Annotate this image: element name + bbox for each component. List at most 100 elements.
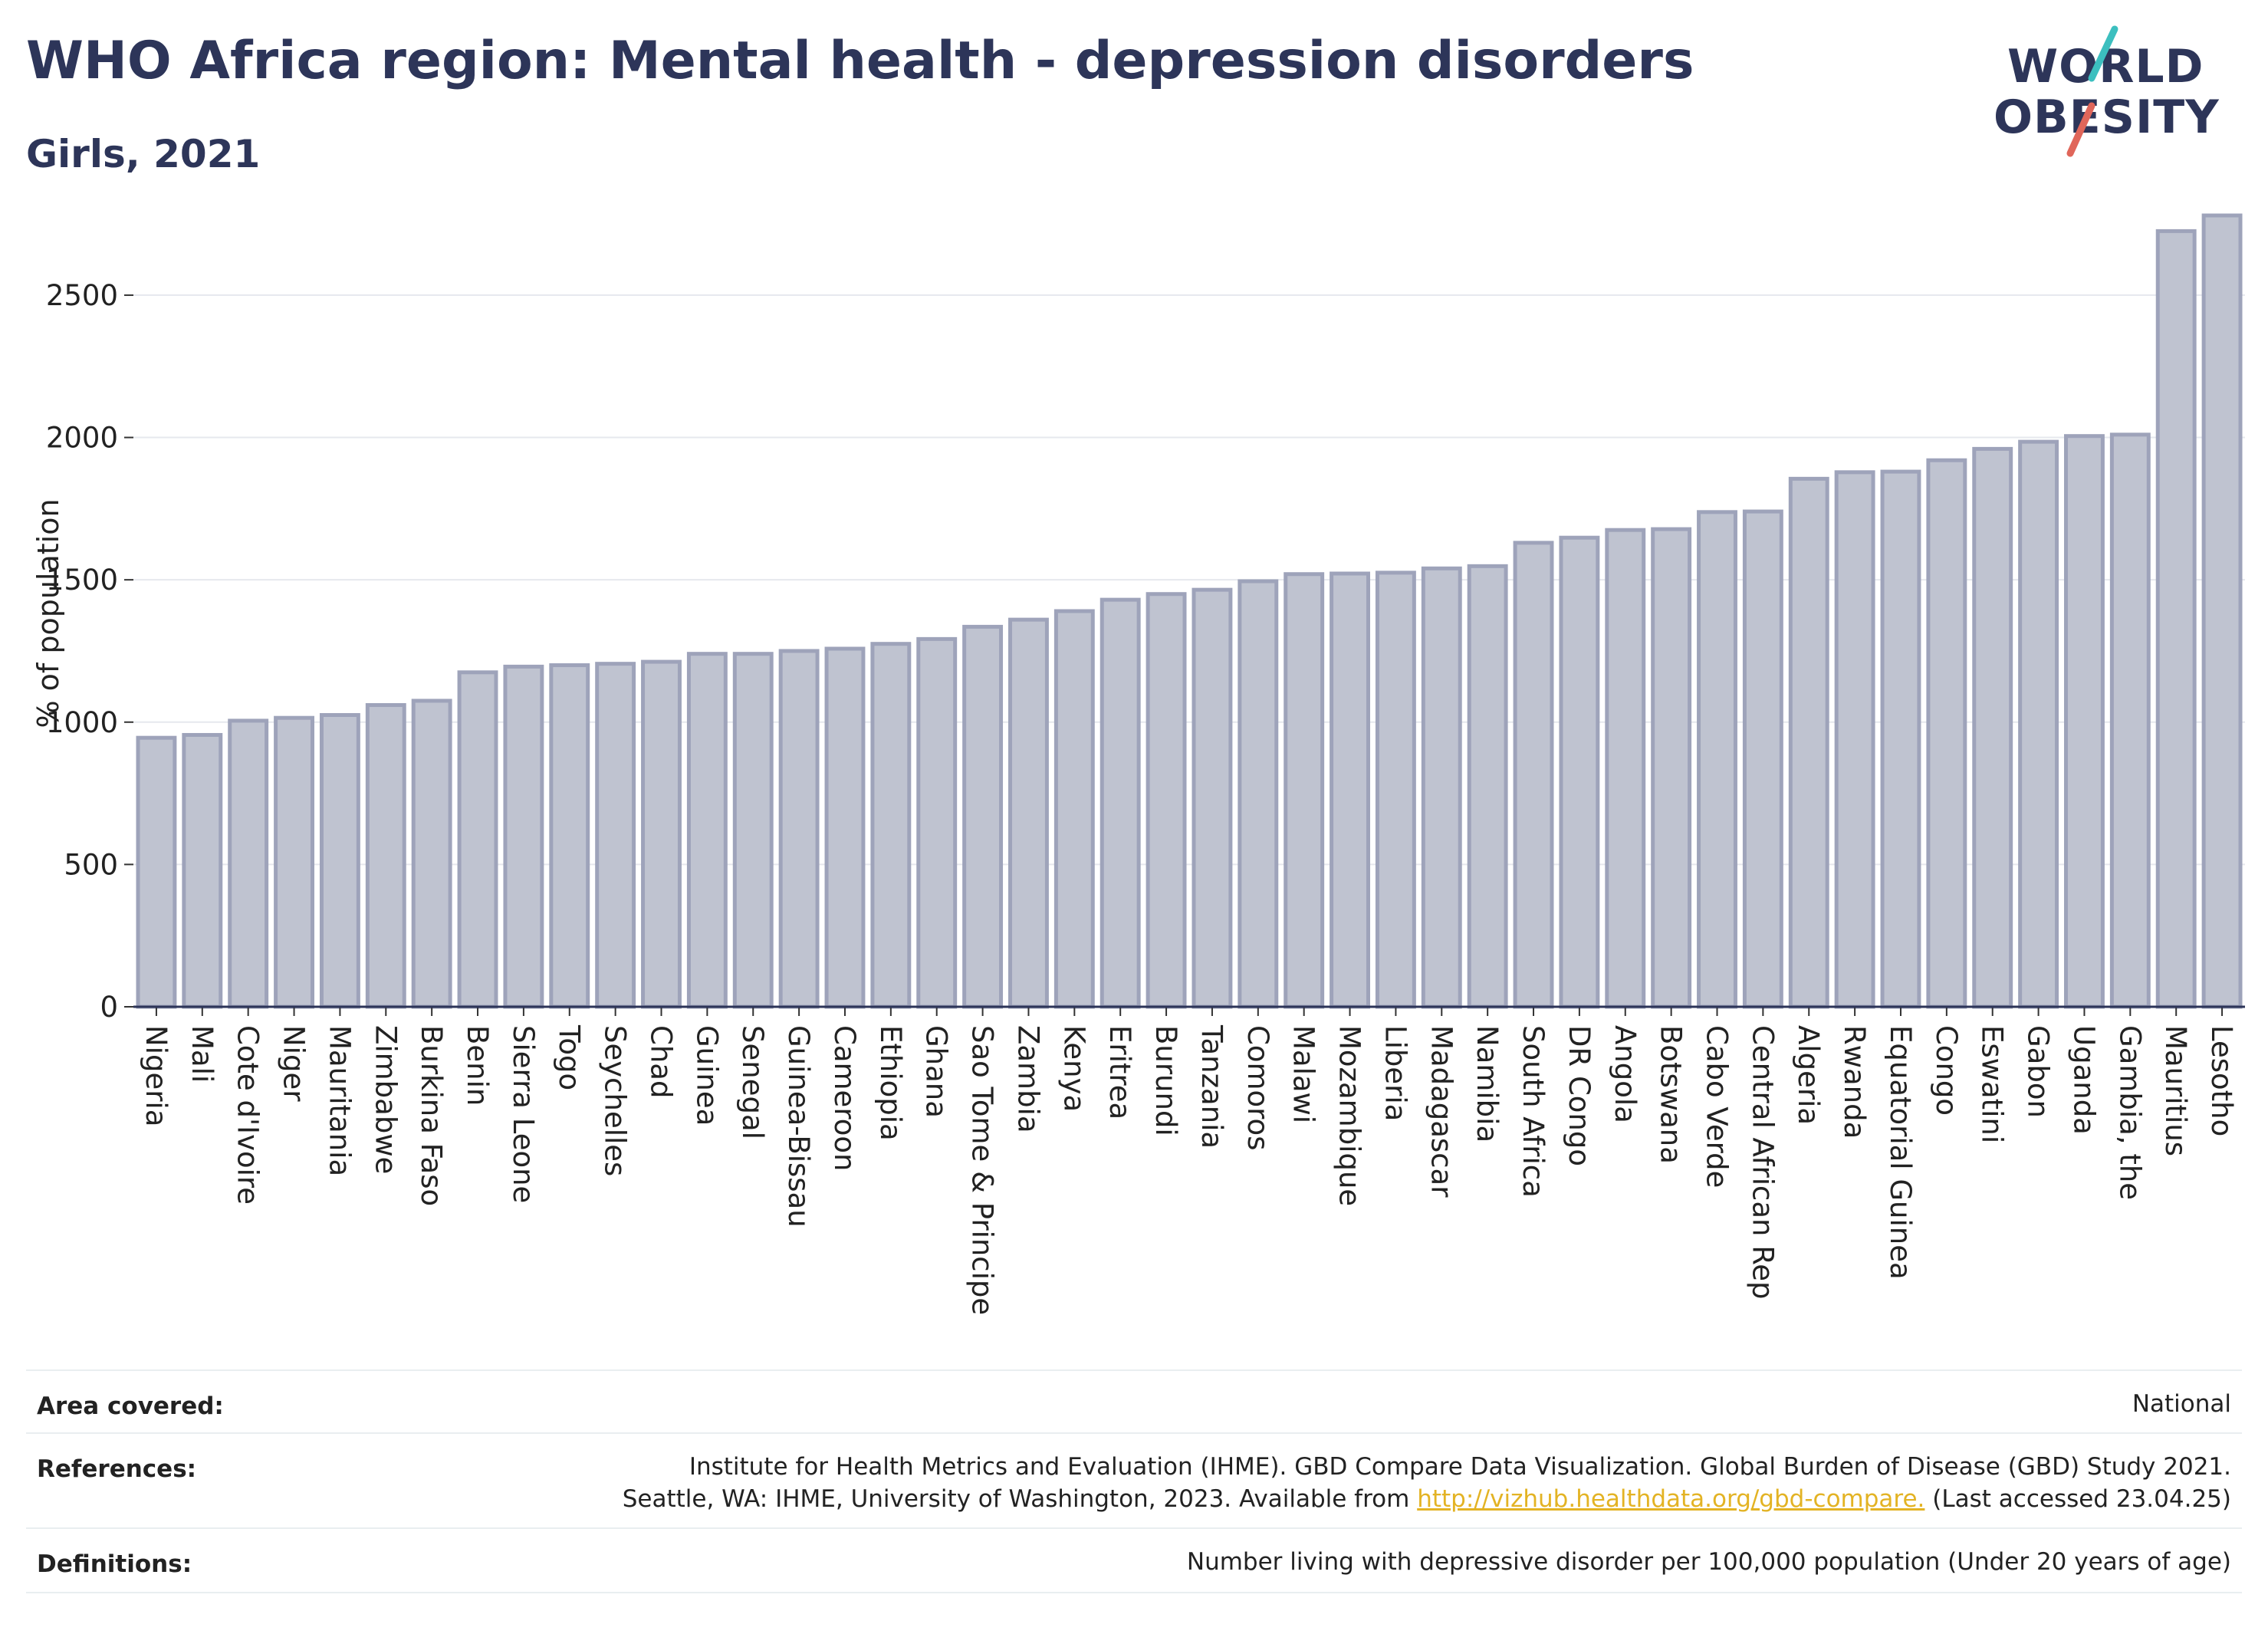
x-tick-label: Tanzania	[1195, 1024, 1228, 1149]
bar	[1192, 587, 1233, 1009]
bar	[595, 662, 636, 1009]
x-tick-label: Gabon	[2022, 1025, 2055, 1118]
footer-row-area: Area covered: National	[26, 1369, 2242, 1434]
references-line-1: Institute for Health Metrics and Evaluat…	[689, 1453, 2231, 1481]
x-tick-label: Mozambique	[1333, 1025, 1366, 1206]
bar	[549, 663, 590, 1009]
area-covered-label: Area covered:	[37, 1392, 224, 1420]
x-tick-label: Algeria	[1792, 1025, 1825, 1125]
bar	[182, 732, 223, 1009]
bar	[870, 642, 912, 1009]
y-tick-label: 1500	[46, 564, 118, 597]
x-tick-label: Niger	[278, 1025, 311, 1102]
definitions-value: Number living with depressive disorder p…	[1186, 1548, 2231, 1576]
bar	[1008, 617, 1049, 1009]
area-covered-value: National	[2132, 1390, 2231, 1418]
x-tick-label: Gambia, the	[2113, 1025, 2146, 1200]
x-tick-label: Cote d'Ivoire	[232, 1025, 265, 1205]
bar	[1284, 572, 1325, 1009]
y-tick-label: 2000	[46, 422, 118, 455]
chart-subtitle: Girls, 2021	[26, 132, 261, 176]
x-tick-label: Kenya	[1057, 1025, 1090, 1112]
bar	[1972, 446, 2013, 1009]
bar	[1788, 476, 1829, 1009]
footer-row-references: References: Institute for Health Metrics…	[26, 1432, 2242, 1529]
bar	[916, 636, 958, 1009]
bar	[1238, 579, 1279, 1009]
bar	[732, 652, 774, 1009]
x-tick-label: Angola	[1609, 1025, 1642, 1123]
references-link[interactable]: http://vizhub.healthdata.org/gbd-compare…	[1417, 1485, 1925, 1513]
x-axis: Nigeria Mali Cote d'Ivoire Niger Mauritania Z…	[133, 1005, 2245, 1315]
bar	[1605, 528, 1646, 1009]
bars	[136, 213, 2243, 1009]
bar	[686, 652, 728, 1009]
bar	[319, 712, 360, 1009]
bar	[228, 718, 269, 1009]
x-tick-label: Seychelles	[599, 1025, 632, 1176]
x-tick-label: Zimbabwe	[369, 1025, 402, 1174]
x-tick-label: DR Congo	[1563, 1025, 1596, 1166]
definitions-label: Definitions:	[37, 1550, 192, 1578]
logo-text-obesity: OBESITY	[1994, 90, 2220, 144]
x-tick-label: Rwanda	[1838, 1025, 1871, 1139]
x-tick-label: Ghana	[920, 1025, 953, 1118]
references-text: Institute for Health Metrics and Evaluat…	[623, 1451, 2231, 1515]
bar	[365, 702, 406, 1009]
references-line-2: Seattle, WA: IHME, University of Washing…	[623, 1483, 2231, 1515]
bar	[1467, 564, 1508, 1009]
bar	[1099, 597, 1141, 1009]
x-tick-label: Central African Rep	[1746, 1025, 1779, 1300]
x-tick-label: Madagascar	[1425, 1025, 1458, 1198]
x-tick-label: Guinea	[690, 1025, 723, 1126]
logo-slash-icon	[2066, 25, 2118, 157]
x-tick-label: Malawi	[1287, 1025, 1320, 1123]
x-tick-label: Lesotho	[2205, 1025, 2238, 1136]
bar	[778, 649, 820, 1009]
bar	[2018, 439, 2059, 1009]
x-tick-label: Mali	[186, 1025, 219, 1083]
x-tick-label: Congo	[1930, 1025, 1963, 1116]
bar	[411, 699, 452, 1009]
x-tick-label: South Africa	[1517, 1025, 1550, 1198]
bar	[1834, 470, 1875, 1009]
x-tick-label: Cabo Verde	[1701, 1025, 1734, 1188]
x-tick-label: Burundi	[1149, 1025, 1182, 1136]
x-tick-label: Chad	[645, 1025, 678, 1098]
bar	[1330, 571, 1370, 1009]
bar	[641, 659, 682, 1009]
bar	[2155, 228, 2197, 1009]
x-tick-label: Nigeria	[140, 1025, 173, 1126]
bar	[1742, 509, 1783, 1009]
bar	[1053, 609, 1095, 1009]
chart-title: WHO Africa region: Mental health - depre…	[26, 31, 1694, 91]
references-label: References:	[37, 1455, 197, 1483]
x-tick-label: Mauritania	[323, 1025, 356, 1176]
bar-chart: 0 500 1000 1500 2000 2500 Nigeria Mali Cote d'I…	[31, 213, 2245, 1315]
bar	[2201, 213, 2243, 1009]
y-axis: 0 500 1000 1500 2000 2500	[46, 279, 133, 1024]
x-tick-label: Togo	[553, 1024, 586, 1090]
y-axis-label: % of population	[31, 498, 65, 728]
bar	[1375, 570, 1416, 1009]
x-tick-label: Equatorial Guinea	[1884, 1025, 1917, 1280]
x-tick-label: Burkina Faso	[415, 1025, 448, 1206]
x-tick-label: Sao Tome & Principe	[966, 1025, 999, 1315]
y-tick-label: 500	[64, 848, 118, 881]
x-tick-label: Botswana	[1655, 1025, 1688, 1164]
y-tick-label: 0	[100, 991, 118, 1024]
y-tick-label: 2500	[46, 279, 118, 312]
references-line-2-post: (Last accessed 23.04.25)	[1925, 1485, 2231, 1513]
x-tick-label: Senegal	[736, 1025, 769, 1139]
x-tick-label: Benin	[461, 1025, 494, 1106]
x-tick-label: Eritrea	[1103, 1025, 1136, 1119]
bar	[1513, 541, 1554, 1009]
x-tick-label: Eswatini	[1976, 1025, 2009, 1143]
bar	[962, 624, 1004, 1009]
bar	[1559, 535, 1600, 1009]
bar	[2109, 432, 2151, 1009]
bar	[1421, 566, 1462, 1009]
bar	[1697, 510, 1737, 1009]
x-tick-label: Namibia	[1471, 1025, 1504, 1142]
x-tick-label: Uganda	[2067, 1025, 2100, 1135]
